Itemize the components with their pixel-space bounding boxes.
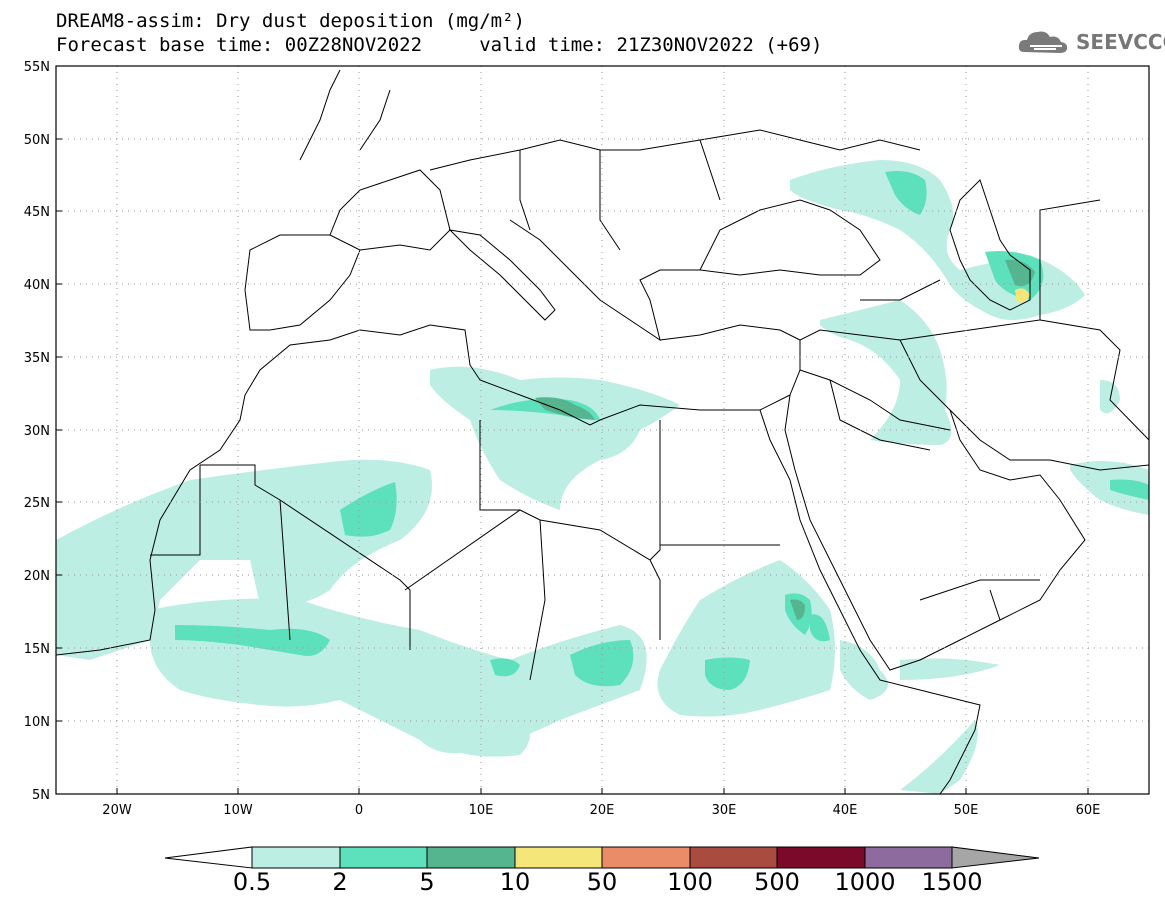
lat-tick-label: 30N [24,424,50,439]
colorbar-swatch [514,846,603,869]
lon-tick-label: 40E [833,803,858,818]
lat-tick-label: 45N [24,205,50,220]
lon-tick-label: 20W [102,803,132,818]
lat-tick-label: 50N [24,133,50,148]
colorbar-level-label: 500 [754,868,800,896]
colorbar-left-arrow [164,846,253,869]
dust-shading [56,160,1149,794]
colorbar-level-label: 2 [332,868,348,896]
colorbar-swatch [776,846,866,869]
lat-tick-label: 15N [24,642,50,657]
lon-tick-label: 10W [223,803,253,818]
lon-tick-label: 0 [355,803,363,818]
colorbar-level-label: 50 [586,868,618,896]
colorbar-level-label: 0.5 [232,868,272,896]
colorbar-level-label: 100 [667,868,713,896]
map-title: DREAM8-assim: Dry dust deposition (mg/m²… [56,10,525,32]
lat-tick-label: 10N [24,715,50,730]
lon-tick-labels: 20W 10W 0 10E 20E 30E 40E 50E 60E [102,803,1100,818]
colorbar-level-label: 5 [419,868,435,896]
logo-text: SEEVCCC [1076,30,1165,54]
cloud-logo-icon [1018,31,1068,53]
colorbar-right-arrow [951,846,1040,869]
seevccc-logo: SEEVCCC [1016,24,1165,58]
lat-tick-label: 55N [24,60,50,75]
colorbar-level-label: 1500 [921,868,983,896]
colorbar-swatch [251,846,341,869]
lat-tick-label: 25N [24,496,50,511]
lon-tick-label: 20E [590,803,615,818]
colorbar-level-label: 10 [499,868,531,896]
colorbar [164,846,1040,869]
colorbar-swatch [339,846,428,869]
tick-marks [56,65,1089,794]
lon-tick-label: 30E [712,803,737,818]
lat-tick-labels: 55N 50N 45N 40N 35N 30N 25N 20N 15N 10N … [24,60,50,803]
lon-tick-label: 10E [469,803,494,818]
colorbar-level-label: 1000 [834,868,896,896]
lat-tick-label: 5N [32,788,50,803]
lat-tick-label: 40N [24,278,50,293]
lat-tick-label: 35N [24,351,50,366]
colorbar-swatch [601,846,691,869]
lat-tick-label: 20N [24,569,50,584]
colorbar-swatch [864,846,953,869]
lon-tick-label: 50E [954,803,979,818]
colorbar-swatch [689,846,778,869]
colorbar-swatch [426,846,516,869]
grid [56,66,1149,794]
lon-tick-label: 60E [1076,803,1101,818]
forecast-time-info: Forecast base time: 00Z28NOV2022 valid t… [56,34,823,56]
coastlines [56,69,1149,794]
